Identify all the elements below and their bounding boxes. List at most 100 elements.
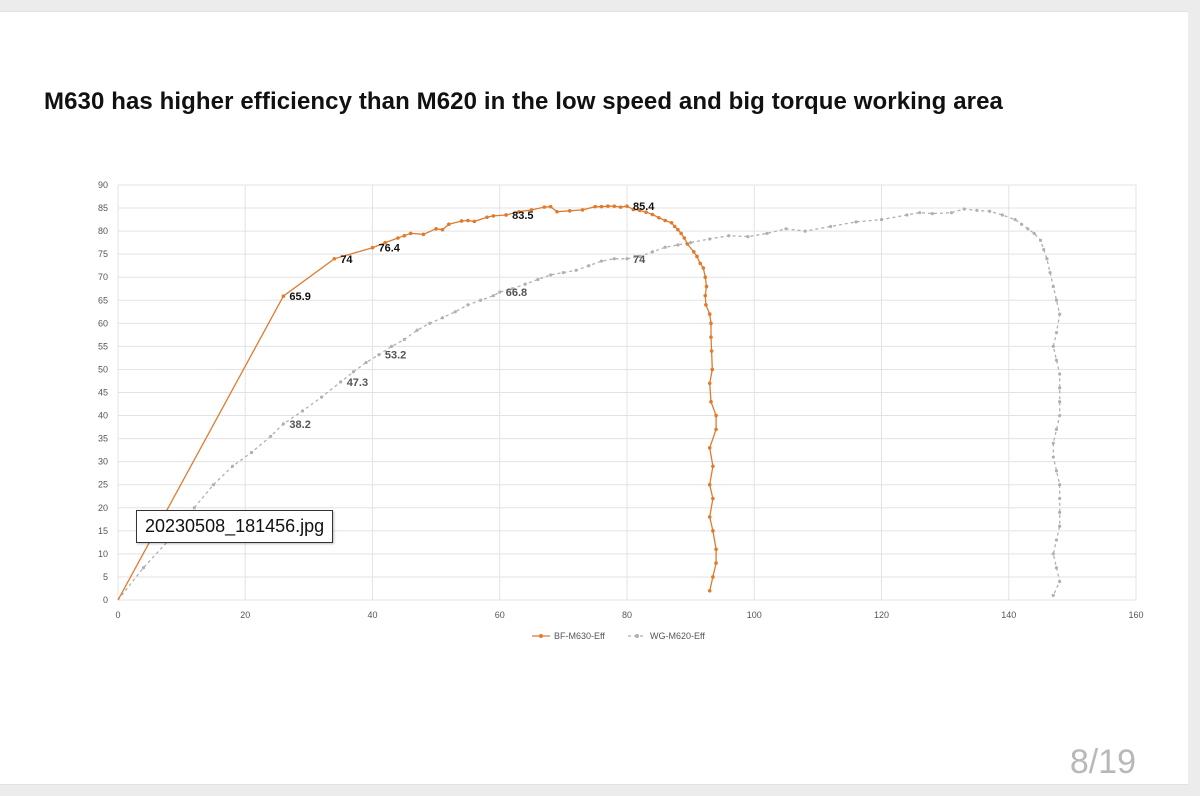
y-tick-label: 40 <box>98 411 108 421</box>
data-point-m620 <box>1051 344 1055 348</box>
data-point-m620 <box>1038 238 1043 242</box>
y-tick-label: 45 <box>98 388 108 398</box>
data-point-m630 <box>714 413 718 418</box>
data-label-m630: 65.9 <box>289 291 310 303</box>
data-point-m620 <box>491 294 495 298</box>
data-point-m620 <box>1058 510 1062 514</box>
data-point-m630 <box>704 284 709 289</box>
data-point-m620 <box>1054 538 1059 542</box>
data-point-m620 <box>428 321 432 325</box>
data-point-m620 <box>1051 284 1055 289</box>
data-label-m620: 38.2 <box>289 419 310 431</box>
data-point-m630 <box>714 427 718 432</box>
slide-title: M630 has higher efficiency than M620 in … <box>44 88 1003 115</box>
y-tick-label: 80 <box>98 226 108 236</box>
data-point-m620 <box>230 464 235 468</box>
y-tick-label: 15 <box>98 526 108 536</box>
series-line-m620 <box>117 208 1061 601</box>
data-point-m620 <box>1032 231 1036 236</box>
data-point-m630 <box>709 349 714 353</box>
data-point-m620 <box>975 208 979 212</box>
y-tick-label: 50 <box>98 364 108 374</box>
data-point-m620 <box>746 235 750 239</box>
data-point-m630 <box>631 207 636 212</box>
data-point-m620 <box>1058 524 1062 528</box>
x-tick-label: 100 <box>747 610 762 620</box>
legend-marker-m630 <box>539 634 543 638</box>
data-point-m620 <box>440 316 445 320</box>
data-point-m620 <box>339 380 343 384</box>
data-point-m620 <box>415 328 419 332</box>
data-point-m630 <box>682 236 687 240</box>
data-point-m630 <box>606 204 610 209</box>
data-point-m620 <box>784 227 788 231</box>
data-point-m620 <box>949 211 954 215</box>
data-point-m630 <box>548 204 553 209</box>
data-point-m630 <box>421 232 426 237</box>
data-point-m620 <box>466 303 470 307</box>
data-point-m620 <box>599 259 604 263</box>
x-tick-label: 80 <box>622 610 632 620</box>
legend-marker-m620 <box>635 634 639 638</box>
data-point-m620 <box>708 237 712 241</box>
data-point-m620 <box>1051 552 1055 556</box>
data-point-m620 <box>1058 386 1062 390</box>
efficiency-chart: 0 5 10 15 20 25 30 35 40 45 50 55 60 65 70 75 80 85 90 0 20 4… <box>98 180 1144 641</box>
data-point-m630 <box>703 293 708 298</box>
data-point-m620 <box>1042 247 1046 252</box>
x-tick-label: 40 <box>367 610 377 620</box>
data-point-m620 <box>523 282 527 286</box>
data-point-m630 <box>472 219 477 224</box>
data-label-m630: 76.4 <box>379 243 401 255</box>
data-point-m620 <box>377 353 381 357</box>
data-point-m630 <box>593 204 597 209</box>
series-line-m630 <box>117 205 717 601</box>
data-point-m630 <box>466 218 470 223</box>
data-point-m630 <box>618 205 623 209</box>
data-point-m620 <box>988 209 992 213</box>
data-point-m630 <box>701 266 706 270</box>
data-point-m630 <box>491 214 496 218</box>
data-point-m630 <box>580 208 585 212</box>
y-tick-label: 65 <box>98 295 108 305</box>
data-point-m620 <box>625 257 629 261</box>
data-point-m620 <box>1058 483 1062 487</box>
data-point-m630 <box>714 547 718 552</box>
data-point-m620 <box>351 370 356 374</box>
data-point-m620 <box>765 231 769 236</box>
data-point-m630 <box>567 209 572 213</box>
data-point-m620 <box>479 298 483 302</box>
data-point-m620 <box>192 506 196 510</box>
data-point-m620 <box>879 217 884 222</box>
data-point-m630 <box>440 227 445 232</box>
data-label-m620: 47.3 <box>347 377 368 389</box>
data-label-m630: 85.4 <box>633 201 655 213</box>
x-tick-label: 140 <box>1001 610 1016 620</box>
y-tick-label: 30 <box>98 457 108 467</box>
data-point-m630 <box>637 208 642 213</box>
data-point-m620 <box>364 360 368 365</box>
data-point-m630 <box>703 275 708 280</box>
data-point-m620 <box>1019 222 1024 226</box>
y-tick-label: 20 <box>98 503 108 513</box>
data-point-m620 <box>1058 400 1062 404</box>
legend-label-m620: WG-M620-Eff <box>650 631 705 641</box>
data-point-m620 <box>1051 593 1055 597</box>
data-point-m620 <box>1013 217 1017 222</box>
data-point-m620 <box>962 207 966 211</box>
y-tick-label: 55 <box>98 341 108 351</box>
data-point-m620 <box>1058 579 1062 584</box>
data-point-m630 <box>698 261 702 266</box>
data-point-m630 <box>672 224 677 229</box>
data-point-m620 <box>1051 455 1055 459</box>
data-point-m620 <box>1054 427 1059 431</box>
data-point-m620 <box>1058 372 1062 376</box>
data-point-m620 <box>1026 227 1030 231</box>
data-point-m630 <box>459 219 464 223</box>
data-point-m620 <box>536 277 540 282</box>
data-point-m630 <box>685 242 690 246</box>
data-label-m620: 74 <box>633 254 646 266</box>
data-point-m620 <box>829 224 833 229</box>
data-point-m630 <box>625 204 629 209</box>
data-point-m620 <box>281 422 286 426</box>
